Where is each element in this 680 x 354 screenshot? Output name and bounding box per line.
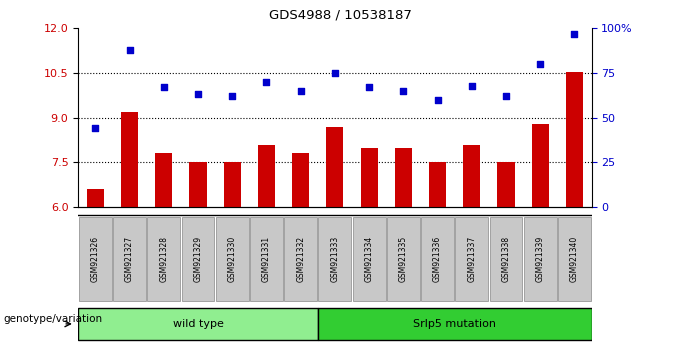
Point — [90, 126, 101, 131]
Point — [158, 85, 169, 90]
Point — [124, 47, 135, 53]
Bar — [566, 72, 583, 207]
Bar — [353, 217, 386, 301]
Bar — [87, 189, 104, 207]
Text: GSM921330: GSM921330 — [228, 235, 237, 282]
Bar — [360, 148, 377, 207]
Point — [398, 88, 409, 94]
Text: GSM921339: GSM921339 — [536, 235, 545, 282]
Bar — [121, 112, 138, 207]
Text: Srlp5 mutation: Srlp5 mutation — [413, 319, 496, 329]
Point — [329, 70, 340, 76]
Text: GSM921328: GSM921328 — [159, 236, 168, 282]
Bar — [421, 217, 454, 301]
Bar — [558, 217, 591, 301]
Bar — [292, 154, 309, 207]
Bar — [155, 154, 172, 207]
Point — [226, 93, 238, 99]
Point — [432, 97, 443, 103]
Point — [500, 93, 511, 99]
Bar — [258, 144, 275, 207]
Point — [466, 83, 477, 88]
Bar — [532, 124, 549, 207]
Bar — [498, 162, 515, 207]
Text: GSM921329: GSM921329 — [194, 236, 203, 282]
Text: GSM921340: GSM921340 — [570, 235, 579, 282]
Bar — [79, 217, 112, 301]
Point — [295, 88, 306, 94]
Bar — [490, 217, 522, 301]
Bar — [224, 162, 241, 207]
Text: GSM921327: GSM921327 — [125, 236, 134, 282]
Point — [192, 92, 203, 97]
Point — [261, 79, 272, 85]
Bar — [429, 162, 446, 207]
Bar — [216, 217, 249, 301]
Bar — [182, 217, 214, 301]
Bar — [78, 308, 318, 340]
Bar — [148, 217, 180, 301]
Bar — [190, 162, 207, 207]
Bar — [318, 217, 352, 301]
Bar — [524, 217, 557, 301]
Text: GDS4988 / 10538187: GDS4988 / 10538187 — [269, 9, 411, 22]
Text: GSM921337: GSM921337 — [467, 235, 476, 282]
Text: GSM921332: GSM921332 — [296, 236, 305, 282]
Point — [534, 61, 545, 67]
Point — [569, 31, 580, 36]
Bar — [456, 217, 488, 301]
Bar — [284, 217, 317, 301]
Text: GSM921331: GSM921331 — [262, 236, 271, 282]
Bar — [463, 144, 480, 207]
Text: GSM921334: GSM921334 — [364, 235, 373, 282]
Bar — [113, 217, 146, 301]
Text: GSM921333: GSM921333 — [330, 235, 339, 282]
Bar — [250, 217, 283, 301]
Bar — [387, 217, 420, 301]
Text: wild type: wild type — [173, 319, 224, 329]
Text: GSM921335: GSM921335 — [399, 235, 408, 282]
Bar — [326, 127, 343, 207]
Bar — [395, 148, 412, 207]
Bar — [318, 308, 592, 340]
Text: GSM921338: GSM921338 — [502, 236, 511, 282]
Text: GSM921336: GSM921336 — [433, 235, 442, 282]
Text: GSM921326: GSM921326 — [91, 236, 100, 282]
Text: genotype/variation: genotype/variation — [3, 314, 103, 324]
Point — [364, 85, 375, 90]
